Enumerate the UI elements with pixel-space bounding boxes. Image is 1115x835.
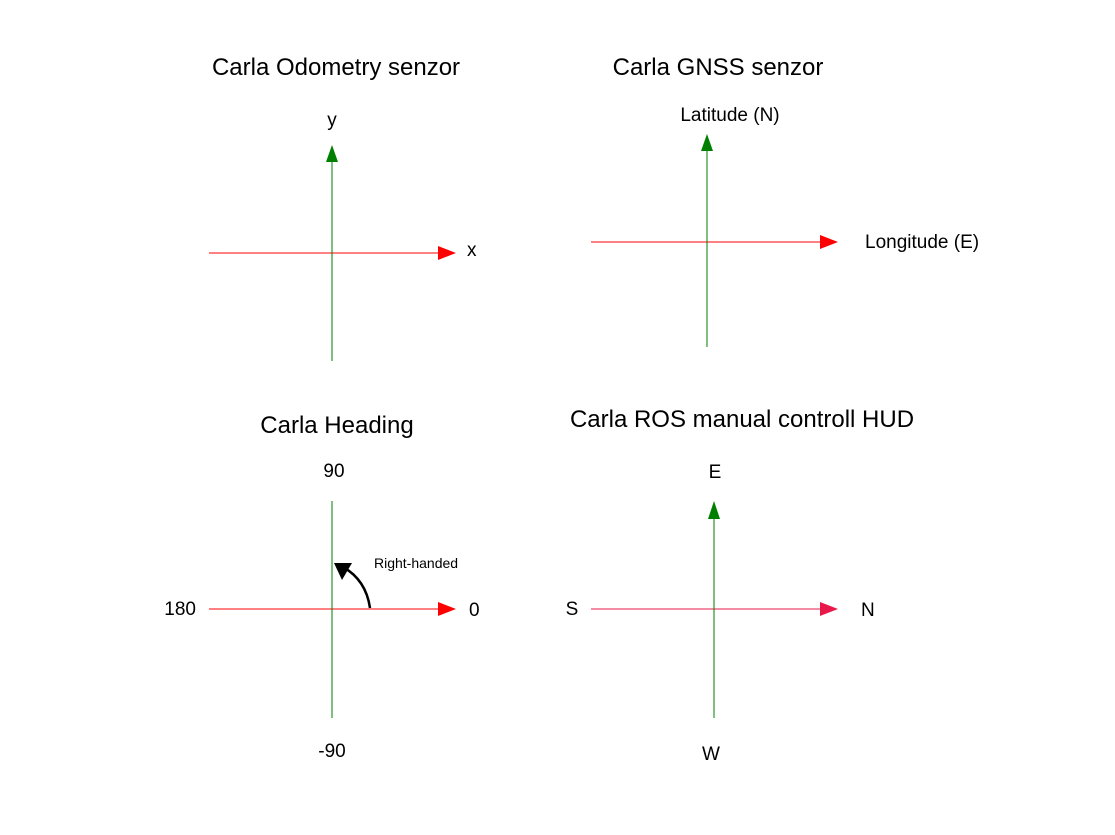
gnss-latitude-label: Latitude (N) bbox=[680, 105, 779, 126]
hud-left-label: S bbox=[566, 599, 579, 620]
heading-top-label: 90 bbox=[323, 461, 344, 482]
heading-right-label: 0 bbox=[469, 600, 480, 621]
gnss-latitude-arrowhead bbox=[701, 134, 713, 151]
odometry-panel: Carla Odometry senzor x y bbox=[209, 54, 477, 361]
gnss-title: Carla GNSS senzor bbox=[613, 54, 824, 81]
odometry-y-arrowhead bbox=[326, 145, 338, 162]
heading-left-label: 180 bbox=[164, 599, 196, 620]
rotation-direction-label: Right-handed bbox=[374, 555, 458, 571]
gnss-longitude-label: Longitude (E) bbox=[865, 232, 979, 253]
hud-bottom-label: W bbox=[702, 744, 720, 765]
heading-horizontal-arrowhead bbox=[438, 602, 456, 616]
hud-title: Carla ROS manual controll HUD bbox=[570, 406, 914, 433]
rotation-arrow-icon bbox=[334, 563, 352, 580]
heading-title: Carla Heading bbox=[260, 412, 413, 439]
odometry-title: Carla Odometry senzor bbox=[212, 54, 460, 81]
gnss-panel: Carla GNSS senzor Latitude (N) Longitude… bbox=[591, 54, 979, 347]
hud-vertical-arrowhead bbox=[708, 501, 720, 519]
heading-panel: Carla Heading 90 -90 180 0 Right-handed bbox=[164, 412, 479, 762]
heading-bottom-label: -90 bbox=[318, 741, 345, 762]
odometry-x-label: x bbox=[467, 240, 477, 261]
odometry-y-label: y bbox=[327, 110, 337, 131]
hud-top-label: E bbox=[709, 462, 722, 483]
hud-horizontal-arrowhead bbox=[820, 602, 838, 616]
rotation-arc bbox=[342, 565, 372, 609]
hud-panel: Carla ROS manual controll HUD E W S N bbox=[566, 406, 914, 765]
odometry-x-arrowhead bbox=[438, 246, 456, 260]
hud-right-label: N bbox=[861, 600, 875, 621]
gnss-longitude-arrowhead bbox=[820, 235, 838, 249]
